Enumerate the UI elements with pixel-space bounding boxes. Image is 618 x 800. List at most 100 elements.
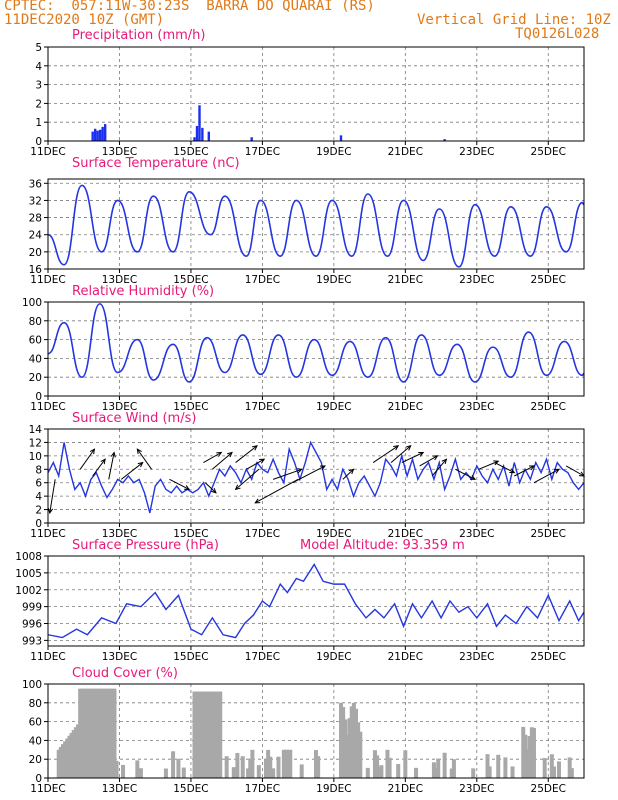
cloud-bar — [69, 732, 74, 778]
wind-vector — [272, 468, 302, 480]
cloud-bar — [201, 691, 206, 778]
wind-vector — [79, 448, 95, 470]
cloud-bar — [196, 691, 201, 778]
cloud-bar — [286, 749, 291, 778]
y-tick-label: 20 — [29, 247, 42, 259]
y-tick-label: 12 — [29, 437, 42, 449]
cloud-bar — [471, 768, 476, 778]
cloud-bar — [67, 735, 72, 778]
wind-arrowhead — [296, 468, 303, 474]
x-tick-label: 21DEC — [388, 783, 423, 795]
precip-bar — [201, 127, 204, 141]
cloud-bar — [358, 731, 363, 778]
cloud-bar — [198, 691, 203, 778]
cloud-bar — [213, 691, 218, 778]
cloud-bar — [551, 766, 556, 778]
wind-arrowhead — [432, 455, 439, 461]
cloud-bar — [97, 688, 102, 778]
y-tick-label: 8 — [35, 464, 42, 476]
x-tick-label: 13DEC — [102, 274, 137, 286]
wind-arrowhead — [234, 484, 241, 491]
y-tick-label: 2 — [35, 98, 42, 110]
wind-arrowhead — [100, 458, 106, 465]
x-tick-label: 17DEC — [245, 274, 280, 286]
x-tick-label: 15DEC — [173, 274, 208, 286]
precip-bar — [98, 129, 102, 141]
wind-arrowhead — [470, 475, 477, 480]
cloud-bar — [112, 688, 117, 778]
x-tick-label: 13DEC — [102, 651, 137, 663]
x-tick-label: 13DEC — [102, 528, 137, 540]
x-tick-label: 23DEC — [459, 783, 494, 795]
wind-vector — [235, 468, 260, 490]
wind-vector — [494, 462, 515, 474]
cloud-bar — [56, 749, 61, 778]
wind-arrowhead — [184, 485, 191, 490]
precip-bar — [198, 105, 201, 141]
wind-vector — [136, 448, 153, 470]
cloud-bar — [138, 768, 143, 778]
x-tick-label: 23DEC — [459, 274, 494, 286]
cloud-bar — [101, 688, 106, 778]
cloud-bar — [231, 767, 236, 778]
wind-arrowhead — [418, 451, 425, 457]
cloud-bar — [106, 688, 111, 778]
cloud-bar — [266, 749, 271, 778]
x-tick-label: 11DEC — [30, 274, 65, 286]
cloud-bar — [235, 752, 240, 778]
plot-frame — [47, 301, 585, 397]
cloud-bar — [449, 768, 454, 778]
cloud-bar — [436, 758, 441, 778]
cloud-bar — [78, 688, 83, 778]
cloud-bar — [542, 758, 547, 778]
wind-arrowhead — [252, 445, 258, 451]
y-tick-label: 3 — [35, 80, 42, 92]
cloud-bar — [95, 688, 100, 778]
cloud-bar — [379, 765, 384, 778]
cloud-bar — [523, 734, 528, 778]
wind-arrowhead — [553, 468, 560, 474]
cloud-bar — [521, 726, 526, 778]
x-tick-label: 11DEC — [30, 146, 65, 158]
wind-arrowhead — [259, 458, 266, 464]
wind-arrowhead — [227, 451, 233, 458]
cloud-bar — [114, 760, 119, 778]
y-tick-label: 32 — [29, 195, 42, 207]
model-altitude-label: Model Altitude: 93.359 m — [300, 538, 465, 553]
cloud-bar — [209, 691, 214, 778]
x-tick-label: 17DEC — [245, 146, 280, 158]
cloud-bar — [387, 757, 392, 778]
x-tick-label: 15DEC — [173, 651, 208, 663]
y-tick-label: 6 — [35, 478, 42, 490]
x-tick-label: 17DEC — [245, 401, 280, 413]
y-tick-label: 0 — [35, 773, 42, 785]
panel-title: Cloud Cover (%) — [72, 666, 178, 681]
cloud-bar — [442, 752, 447, 778]
wind-vector — [565, 465, 585, 477]
cloud-bar — [276, 756, 281, 778]
cloud-bar — [354, 708, 359, 778]
cloud-bar — [250, 749, 255, 778]
cloud-bar — [263, 759, 268, 778]
cloud-bar — [356, 722, 361, 778]
precip-bar — [93, 128, 97, 141]
cloud-bar — [224, 756, 229, 778]
x-tick-label: 19DEC — [316, 528, 351, 540]
precip-bar — [207, 131, 210, 141]
wind-arrowhead — [110, 451, 116, 458]
cloud-bar — [299, 764, 304, 778]
cloud-bar — [192, 691, 197, 778]
plot-frame — [47, 46, 585, 142]
x-tick-label: 23DEC — [459, 146, 494, 158]
panel-title: Surface Wind (m/s) — [72, 411, 196, 426]
wind-vector — [431, 458, 447, 477]
cloud-bar — [181, 767, 186, 778]
wind-vector — [169, 478, 190, 490]
y-tick-label: 0 — [35, 391, 42, 403]
x-tick-label: 19DEC — [316, 274, 351, 286]
x-tick-label: 19DEC — [316, 146, 351, 158]
cloud-bar — [103, 688, 108, 778]
cloud-bar — [414, 767, 419, 778]
wind-vector — [120, 462, 144, 480]
